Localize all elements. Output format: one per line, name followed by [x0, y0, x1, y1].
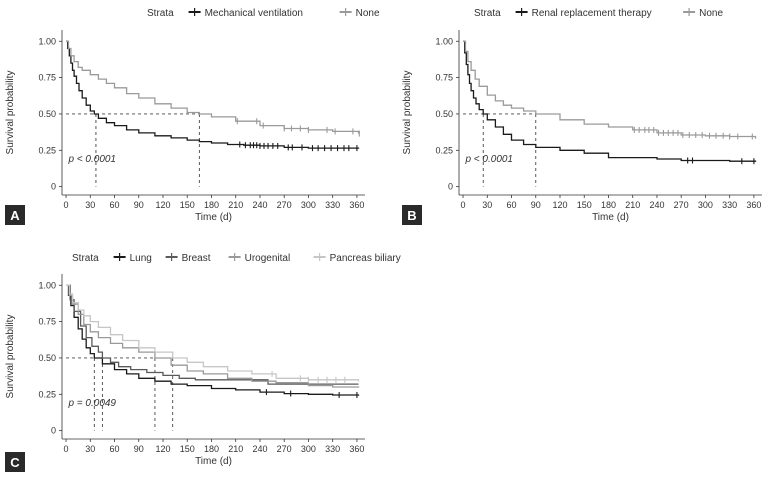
x-tick-label: 150	[180, 200, 195, 210]
y-tick-label: 0.75	[38, 73, 56, 83]
y-tick-label: 0.50	[38, 109, 56, 119]
legend-title: Strata	[474, 8, 501, 19]
x-tick-label: 30	[482, 200, 492, 210]
y-tick-label: 0	[51, 426, 56, 436]
x-tick-label: 90	[531, 200, 541, 210]
x-tick-label: 0	[64, 200, 69, 210]
x-tick-label: 180	[204, 444, 219, 454]
legend-label-1: None	[699, 8, 723, 19]
legend-label-1: Breast	[182, 253, 211, 264]
y-tick-label: 0.50	[38, 353, 56, 363]
x-tick-label: 0	[461, 200, 466, 210]
y-tick-label: 0.75	[435, 73, 453, 83]
legend-label-2: Urogenital	[245, 253, 291, 264]
legend-title: Strata	[72, 253, 99, 264]
y-tick-label: 0.25	[435, 145, 453, 155]
legend-label-0: Mechanical ventilation	[205, 8, 303, 19]
y-tick-label: 1.00	[38, 36, 56, 46]
x-tick-label: 60	[507, 200, 517, 210]
x-tick-label: 90	[134, 200, 144, 210]
survival-curve-1	[463, 40, 757, 139]
chart-panel-c: Strata Lung Breast Urogenital Pancreas bilia…	[5, 253, 401, 472]
x-tick-label: 330	[325, 200, 340, 210]
survival-curve-0	[66, 284, 360, 396]
x-tick-label: 210	[625, 200, 640, 210]
legend-label-0: Renal replacement therapy	[532, 8, 652, 19]
x-tick-label: 300	[301, 200, 316, 210]
x-tick-label: 180	[601, 200, 616, 210]
x-tick-label: 300	[698, 200, 713, 210]
x-tick-label: 120	[155, 444, 170, 454]
survival-curve-1	[66, 284, 359, 385]
y-tick-label: 0	[51, 182, 56, 192]
x-tick-label: 60	[110, 200, 120, 210]
x-tick-label: 360	[746, 200, 761, 210]
y-tick-label: 0	[448, 182, 453, 192]
x-tick-label: 180	[204, 200, 219, 210]
legend-label-3: Pancreas biliary	[330, 253, 401, 264]
x-tick-label: 360	[349, 200, 364, 210]
x-tick-label: 270	[277, 444, 292, 454]
x-tick-label: 210	[228, 444, 243, 454]
survival-curve-3	[66, 284, 360, 382]
x-tick-label: 30	[85, 200, 95, 210]
panel-letter: A	[10, 208, 20, 223]
y-tick-label: 1.00	[38, 280, 56, 290]
y-tick-label: 0.75	[38, 317, 56, 327]
x-tick-label: 240	[252, 200, 267, 210]
x-axis-label: Time (d)	[195, 212, 232, 223]
y-tick-label: 1.00	[435, 36, 453, 46]
x-tick-label: 300	[301, 444, 316, 454]
y-axis-label: Survival probability	[5, 315, 16, 399]
x-tick-label: 240	[252, 444, 267, 454]
x-tick-label: 120	[155, 200, 170, 210]
x-tick-label: 210	[228, 200, 243, 210]
x-tick-label: 270	[277, 200, 292, 210]
x-tick-label: 330	[325, 444, 340, 454]
panel-letter: C	[10, 455, 20, 470]
x-tick-label: 270	[674, 200, 689, 210]
panel-badge	[402, 205, 422, 225]
p-value-annotation: p < 0.0001	[464, 154, 513, 165]
survival-curve-1	[66, 40, 360, 134]
survival-curve-0	[463, 40, 757, 162]
x-axis-label: Time (d)	[592, 212, 629, 223]
x-tick-label: 120	[552, 200, 567, 210]
legend-label-1: None	[356, 8, 380, 19]
x-axis-label: Time (d)	[195, 456, 232, 467]
p-value-annotation: p = 0.0049	[67, 398, 116, 409]
y-tick-label: 0.25	[38, 389, 56, 399]
p-value-annotation: p < 0.0001	[67, 154, 116, 165]
panel-badge	[5, 452, 25, 472]
survival-curve-2	[66, 284, 360, 388]
x-tick-label: 30	[85, 444, 95, 454]
x-tick-label: 240	[649, 200, 664, 210]
panel-letter: B	[407, 208, 416, 223]
x-tick-label: 90	[134, 444, 144, 454]
x-tick-label: 60	[110, 444, 120, 454]
x-tick-label: 360	[349, 444, 364, 454]
chart-panel-a: Strata Mechanical ventilation None 0 0.25 0.5…	[5, 8, 380, 225]
y-tick-label: 0.50	[435, 109, 453, 119]
chart-panel-b: Strata Renal replacement therapy None 0 0.25…	[402, 8, 762, 225]
survival-curve-0	[66, 40, 360, 149]
y-tick-label: 0.25	[38, 145, 56, 155]
x-tick-label: 150	[180, 444, 195, 454]
y-axis-label: Survival probability	[402, 71, 413, 155]
x-tick-label: 150	[577, 200, 592, 210]
x-tick-label: 330	[722, 200, 737, 210]
x-tick-label: 0	[64, 444, 69, 454]
legend-label-0: Lung	[130, 253, 152, 264]
legend-title: Strata	[147, 8, 174, 19]
panel-badge	[5, 205, 25, 225]
y-axis-label: Survival probability	[5, 71, 16, 155]
